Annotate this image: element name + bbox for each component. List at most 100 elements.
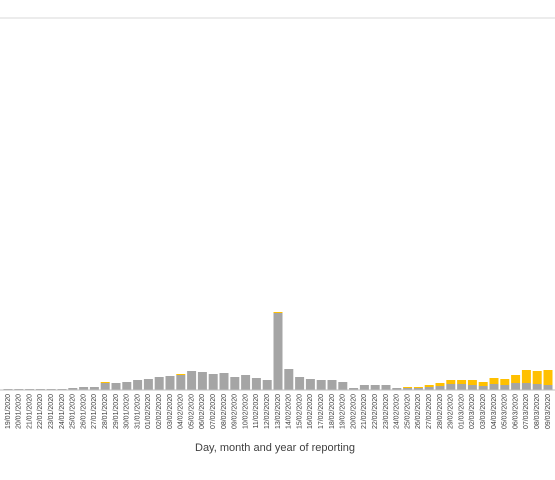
bar-segment bbox=[295, 377, 305, 390]
bar-segment bbox=[79, 387, 89, 390]
bar-segment bbox=[511, 375, 521, 383]
bar-segment bbox=[500, 385, 510, 390]
x-tick-label: 23/01/2020 bbox=[48, 394, 55, 429]
bar-segment bbox=[532, 384, 542, 390]
x-tick-label: 22/01/2020 bbox=[37, 394, 44, 429]
x-tick-label: 03/03/2020 bbox=[480, 394, 487, 429]
x-tick-label: 20/01/2020 bbox=[16, 394, 23, 429]
x-tick-label: 14/02/2020 bbox=[286, 394, 293, 429]
x-tick-label: 27/01/2020 bbox=[91, 394, 98, 429]
bar-segment bbox=[111, 383, 121, 390]
x-tick-label: 26/02/2020 bbox=[415, 394, 422, 429]
x-tick-label: 17/02/2020 bbox=[318, 394, 325, 429]
bar-segment bbox=[413, 388, 423, 390]
x-tick-label: 07/03/2020 bbox=[523, 394, 530, 429]
x-axis-title: Day, month and year of reporting bbox=[195, 442, 355, 454]
bar-segment bbox=[316, 380, 326, 390]
x-tick-label: 29/02/2020 bbox=[448, 394, 455, 429]
x-tick-label: 08/02/2020 bbox=[221, 394, 228, 429]
x-tick-label: 29/01/2020 bbox=[113, 394, 120, 429]
x-tick-label: 02/03/2020 bbox=[469, 394, 476, 429]
bar-segment bbox=[251, 378, 261, 390]
x-tick-label: 26/01/2020 bbox=[80, 394, 87, 429]
x-tick-label: 24/02/2020 bbox=[394, 394, 401, 429]
x-tick-label: 19/01/2020 bbox=[5, 394, 12, 429]
x-tick-label: 03/02/2020 bbox=[167, 394, 174, 429]
x-tick-label: 20/02/2020 bbox=[350, 394, 357, 429]
bar-segment bbox=[403, 387, 413, 388]
x-tick-label: 10/02/2020 bbox=[242, 394, 249, 429]
x-tick-label: 04/02/2020 bbox=[178, 394, 185, 429]
bar-segment bbox=[327, 380, 337, 390]
bar-segment bbox=[208, 374, 218, 390]
bar-segment bbox=[446, 384, 456, 390]
bar-segment bbox=[230, 377, 240, 390]
bar-segment bbox=[338, 382, 348, 390]
bar-segment bbox=[100, 382, 110, 383]
x-tick-label: 31/01/2020 bbox=[134, 394, 141, 429]
x-tick-label: 09/02/2020 bbox=[232, 394, 239, 429]
bar-segment bbox=[521, 383, 531, 390]
x-tick-label: 08/03/2020 bbox=[534, 394, 541, 429]
bar-segment bbox=[262, 380, 272, 390]
bar-segment bbox=[305, 379, 315, 390]
x-tick-label: 16/02/2020 bbox=[307, 394, 314, 429]
bar-segment bbox=[500, 379, 510, 385]
bar-segment bbox=[359, 385, 369, 390]
bar-segment bbox=[543, 385, 553, 390]
bar-segment bbox=[446, 380, 456, 384]
bar-segment bbox=[143, 379, 153, 390]
bar-segment bbox=[489, 378, 499, 384]
x-tick-label: 12/02/2020 bbox=[264, 394, 271, 429]
x-tick-label: 28/01/2020 bbox=[102, 394, 109, 429]
bar-segment bbox=[521, 370, 531, 383]
x-tick-label: 04/03/2020 bbox=[491, 394, 498, 429]
bar-segment bbox=[165, 376, 175, 390]
bar-segment bbox=[511, 383, 521, 390]
bar-segment bbox=[532, 371, 542, 384]
x-tick-label: 01/02/2020 bbox=[145, 394, 152, 429]
bar-segment bbox=[349, 388, 359, 390]
bar-segment bbox=[457, 380, 467, 384]
bar-segment bbox=[403, 388, 413, 390]
bar-segment bbox=[457, 384, 467, 390]
bar-segment bbox=[133, 380, 143, 390]
x-tick-label: 21/02/2020 bbox=[361, 394, 368, 429]
x-tick-label: 18/02/2020 bbox=[329, 394, 336, 429]
x-tick-label: 25/01/2020 bbox=[70, 394, 77, 429]
x-tick-label: 07/02/2020 bbox=[210, 394, 217, 429]
bar-segment bbox=[219, 373, 229, 390]
bar-segment bbox=[176, 375, 186, 390]
x-tick-label: 25/02/2020 bbox=[404, 394, 411, 429]
bar-segment bbox=[478, 386, 488, 390]
bar-segment bbox=[467, 385, 477, 390]
x-tick-label: 15/02/2020 bbox=[296, 394, 303, 429]
bar-segment bbox=[122, 382, 132, 390]
bar-segment bbox=[435, 386, 445, 390]
bar-segment bbox=[68, 388, 78, 390]
x-tick-label: 01/03/2020 bbox=[458, 394, 465, 429]
bar-segment bbox=[176, 374, 186, 375]
bar-segment bbox=[197, 372, 207, 390]
bar-segment bbox=[241, 375, 251, 390]
bar-segment bbox=[392, 388, 402, 390]
bar-segment bbox=[273, 312, 283, 313]
x-tick-label: 05/02/2020 bbox=[188, 394, 195, 429]
x-tick-label: 05/03/2020 bbox=[502, 394, 509, 429]
x-tick-label: 27/02/2020 bbox=[426, 394, 433, 429]
bar-segment bbox=[424, 387, 434, 390]
x-tick-label: 11/02/2020 bbox=[253, 394, 260, 429]
x-tick-label: 21/01/2020 bbox=[26, 394, 33, 429]
bar-segment bbox=[100, 383, 110, 390]
x-tick-label: 02/02/2020 bbox=[156, 394, 163, 429]
bar-segment bbox=[381, 385, 391, 390]
x-tick-label: 19/02/2020 bbox=[340, 394, 347, 429]
bar-segment bbox=[435, 383, 445, 386]
x-tick-label: 13/02/2020 bbox=[275, 394, 282, 429]
bar-segment bbox=[284, 369, 294, 390]
bar-segment bbox=[424, 385, 434, 387]
x-tick-label: 09/03/2020 bbox=[545, 394, 552, 429]
x-tick-label: 30/01/2020 bbox=[124, 394, 131, 429]
bar-segment bbox=[370, 385, 380, 390]
